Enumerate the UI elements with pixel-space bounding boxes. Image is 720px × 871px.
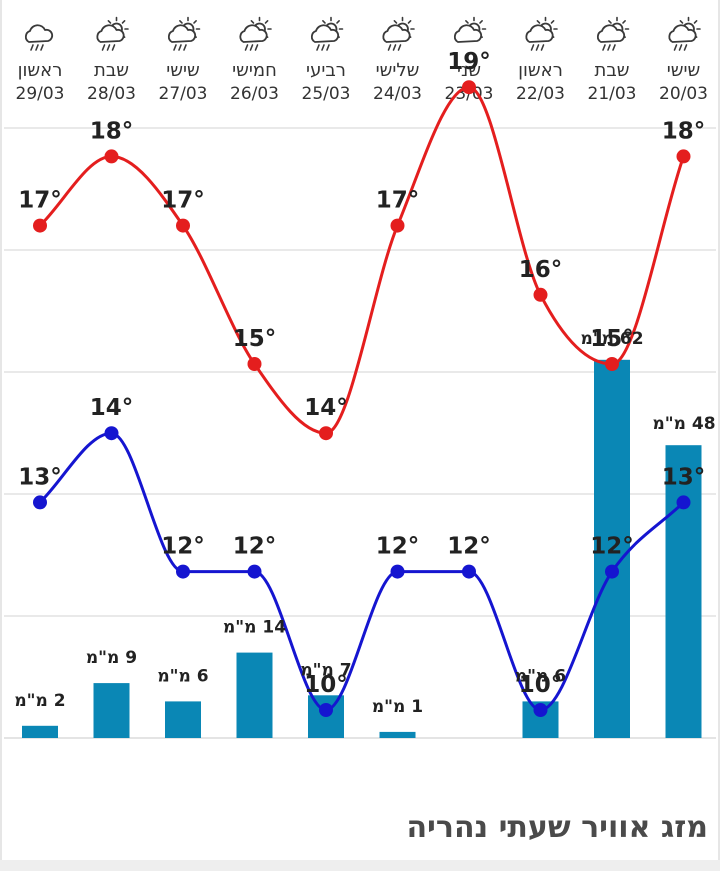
day-date-0: 29/03: [16, 84, 65, 104]
rain-label-1: 9 מ"מ: [86, 648, 137, 668]
rain-label-3: 14 מ"מ: [223, 618, 286, 638]
rain-cloud-icon-0: [24, 24, 54, 51]
max-temp-point-5: [390, 218, 405, 233]
rain-bar-2: [165, 701, 201, 738]
max-temp-point-2: [176, 218, 190, 233]
bottom-strip: [0, 860, 720, 871]
max-temp-point-1: [104, 149, 119, 164]
max-temp-label-4: 14°: [304, 395, 348, 421]
min-temp-point-4: [319, 703, 333, 717]
rain-bar-1: [93, 683, 130, 738]
max-temp-point-0: [33, 218, 47, 233]
max-temp-point-7: [533, 287, 548, 302]
rain-label-9: 48 מ"מ: [652, 414, 715, 434]
rain-label-7: 6 מ"מ: [515, 666, 566, 686]
rain-bar-0: [22, 725, 58, 738]
min-temp-label-0: 13°: [18, 464, 62, 490]
rain-bar-3: [236, 652, 273, 738]
day-name-6: שני: [457, 60, 481, 81]
day-name-4: רביעי: [306, 60, 346, 81]
day-date-8: 21/03: [588, 84, 637, 104]
rain-bar-9: [665, 445, 702, 738]
partly-cloudy-icon-6: [453, 16, 487, 43]
section-title: מזג אוויר שעתי נהריה: [406, 810, 708, 845]
min-temp-label-8: 12°: [590, 534, 634, 560]
max-temp-label-8: 15°: [590, 326, 634, 352]
day-name-0: ראשון: [18, 60, 63, 81]
min-temp-point-6: [462, 564, 476, 579]
max-temp-point-9: [676, 149, 691, 164]
max-temp-label-3: 15°: [233, 326, 277, 352]
min-temp-point-1: [104, 426, 119, 441]
min-temp-point-9: [676, 495, 691, 510]
min-temp-point-0: [33, 495, 47, 510]
day-name-5: שלישי: [376, 60, 420, 81]
max-temp-label-5: 17°: [376, 188, 420, 214]
min-temp-label-1: 14°: [90, 395, 134, 421]
rain-label-8: 62 מ"מ: [580, 329, 643, 349]
max-temp-label-6: 19°: [447, 49, 491, 75]
max-temp-label-2: 17°: [161, 188, 205, 214]
day-date-1: 28/03: [87, 84, 136, 104]
min-temp-label-5: 12°: [376, 534, 420, 560]
sun-cloud-rain-icon-9: [668, 16, 701, 51]
sun-cloud-rain-icon-4: [310, 16, 344, 51]
day-name-3: חמישי: [232, 60, 277, 81]
rain-bar-8: [594, 359, 630, 738]
sun-cloud-rain-icon-3: [239, 16, 272, 51]
min-temp-point-2: [176, 564, 190, 579]
sun-cloud-rain-icon-2: [167, 16, 201, 51]
sun-cloud-rain-icon-8: [596, 16, 630, 51]
rain-label-2: 6 מ"מ: [157, 666, 208, 686]
max-temp-point-6: [462, 80, 476, 95]
day-date-5: 24/03: [373, 84, 422, 104]
min-temp-label-3: 12°: [233, 534, 277, 560]
min-temp-label-2: 12°: [161, 534, 205, 560]
min-temp-label-9: 13°: [662, 464, 706, 490]
max-temp-label-9: 18°: [662, 118, 706, 144]
min-temp-label-7: 10°: [519, 672, 563, 698]
max-temp-point-3: [247, 357, 262, 371]
day-name-8: שבת: [595, 60, 630, 81]
day-name-7: ראשון: [518, 60, 563, 81]
min-temp-point-8: [605, 564, 619, 579]
min-temp-point-5: [390, 564, 405, 579]
rain-bar-5: [379, 731, 416, 738]
rain-label-0: 2 מ"מ: [14, 691, 65, 711]
day-name-1: שבת: [94, 60, 129, 81]
sun-cloud-rain-icon-7: [525, 16, 558, 51]
max-temp-point-8: [605, 357, 619, 371]
max-temp-label-1: 18°: [90, 118, 134, 144]
day-date-9: 20/03: [659, 84, 708, 104]
left-border: [0, 0, 2, 860]
sun-cloud-rain-icon-1: [96, 16, 129, 51]
rain-label-4: 7 מ"מ: [300, 660, 351, 680]
day-name-2: שישי: [166, 60, 200, 81]
right-border: [718, 0, 720, 860]
sun-cloud-rain-icon-5: [382, 16, 415, 51]
min-temp-label-6: 12°: [447, 534, 491, 560]
rain-label-5: 1 מ"מ: [372, 697, 423, 717]
day-name-9: שישי: [667, 60, 701, 81]
day-date-7: 22/03: [516, 84, 565, 104]
min-temp-label-4: 10°: [304, 672, 348, 698]
max-temp-line: [38, 85, 685, 435]
max-temp-label-0: 17°: [18, 188, 62, 214]
day-date-3: 26/03: [230, 84, 279, 104]
day-date-2: 27/03: [159, 84, 208, 104]
day-date-4: 25/03: [302, 84, 351, 104]
min-temp-point-7: [533, 703, 548, 717]
min-temp-line: [38, 431, 685, 712]
max-temp-label-7: 16°: [519, 257, 563, 283]
max-temp-point-4: [319, 426, 333, 441]
min-temp-point-3: [247, 564, 262, 579]
